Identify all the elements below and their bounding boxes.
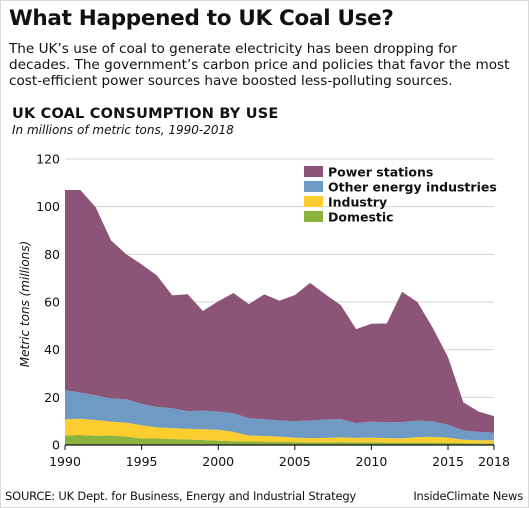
y-tick-label: 120 [36,152,60,167]
legend-label-other-energy-industries: Other energy industries [328,180,497,195]
y-tick-label: 0 [52,438,60,453]
y-tick-label: 40 [44,342,60,357]
source-note: SOURCE: UK Dept. for Business, Energy an… [5,489,357,503]
y-tick-label: 80 [44,247,60,262]
legend-label-domestic: Domestic [328,210,394,225]
area-series [65,189,494,445]
x-tick-label: 2000 [202,454,234,469]
y-tick-label: 60 [44,295,60,310]
x-tick-label: 2005 [279,454,311,469]
y-tick-label: 20 [44,390,60,405]
legend-swatch-domestic [304,211,323,222]
area-industry [65,418,494,444]
x-tick-label: 1995 [126,454,158,469]
y-axis-title: Metric tons (millions) [18,241,32,367]
legend-swatch-industry [304,196,323,207]
x-tick-label: 2010 [356,454,388,469]
axes: 0 20 40 60 80 100 120 1990 1995 2000 2005 2010 2015 2… [18,152,510,470]
x-tick-label: 2015 [432,454,464,469]
area-domestic [65,434,494,445]
chart-subtitle: In millions of metric tons, 1990-2018 [12,123,234,137]
y-tick-label: 100 [36,199,60,214]
area-power-stations [65,189,494,433]
chart-title: UK COAL CONSUMPTION BY USE [12,106,279,122]
x-tick-label: 2018 [478,454,510,469]
legend-swatch-power-stations [304,166,323,177]
area-other-energy-industries [65,390,494,441]
legend-swatch-other-energy-industries [304,181,323,192]
intro-text: The UK’s use of coal to generate electri… [9,41,510,89]
legend-label-power-stations: Power stations [328,165,433,180]
page-title: What Happened to UK Coal Use? [9,6,394,31]
credit-note: InsideClimate News [413,489,523,503]
x-tick-label: 1990 [49,454,81,469]
legend-label-industry: Industry [328,195,387,210]
